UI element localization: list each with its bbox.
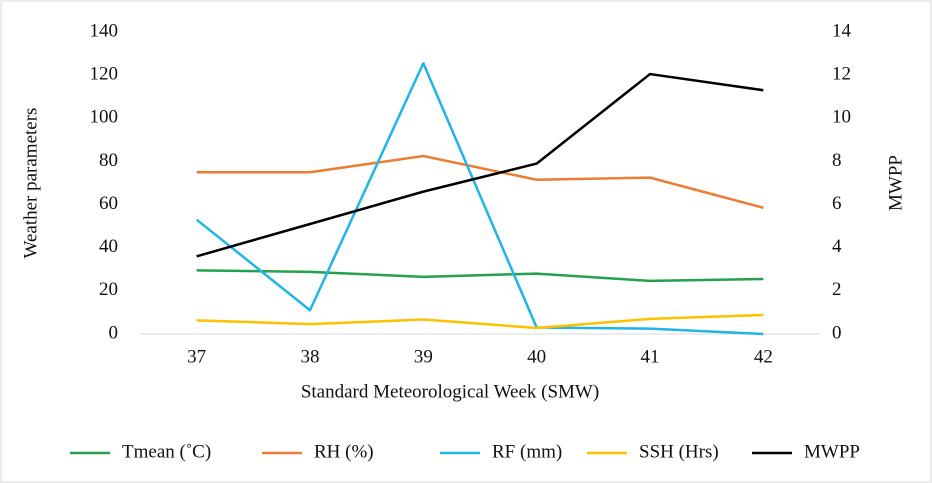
series-line xyxy=(196,72,764,258)
x-tick-label: 39 xyxy=(414,346,433,367)
legend-label: Tmean (˚C) xyxy=(122,441,211,462)
series-line xyxy=(195,62,764,336)
y-tick-label: 40 xyxy=(99,236,118,257)
x-tick-label: 37 xyxy=(187,346,206,367)
y-tick-label: 100 xyxy=(90,107,119,128)
legend-label: RF (mm) xyxy=(492,441,562,462)
y-tick-label: 20 xyxy=(99,279,118,300)
y-tick-label: 140 xyxy=(90,20,119,41)
legend-label: MWPP xyxy=(804,441,860,462)
y2-tick-label: 0 xyxy=(832,322,842,343)
y-axis-label: Weather parameters xyxy=(20,108,41,259)
x-tick-label: 41 xyxy=(641,346,660,367)
y2-tick-label: 4 xyxy=(832,236,842,257)
y2-tick-label: 8 xyxy=(832,150,842,171)
x-axis-label: Standard Meteorological Week (SMW) xyxy=(301,381,599,402)
legend-label: RH (%) xyxy=(314,441,374,462)
y2-tick-label: 14 xyxy=(832,20,852,41)
y2-tick-label: 6 xyxy=(832,193,842,214)
y2-axis-label: MWPP xyxy=(885,155,906,211)
legend-label: SSH (Hrs) xyxy=(639,441,719,462)
y2-tick-label: 2 xyxy=(832,279,842,300)
y-tick-label: 60 xyxy=(99,193,118,214)
x-tick-label: 38 xyxy=(301,346,320,367)
y-tick-label: 80 xyxy=(99,150,118,171)
y-tick-label: 0 xyxy=(109,322,119,343)
x-tick-label: 42 xyxy=(754,346,773,367)
series-line xyxy=(196,313,764,330)
y-tick-label: 120 xyxy=(90,64,119,85)
x-tick-label: 40 xyxy=(527,346,546,367)
y2-tick-label: 10 xyxy=(832,107,851,128)
series-line xyxy=(196,154,764,210)
series-line xyxy=(196,269,764,283)
y2-tick-label: 12 xyxy=(832,64,851,85)
